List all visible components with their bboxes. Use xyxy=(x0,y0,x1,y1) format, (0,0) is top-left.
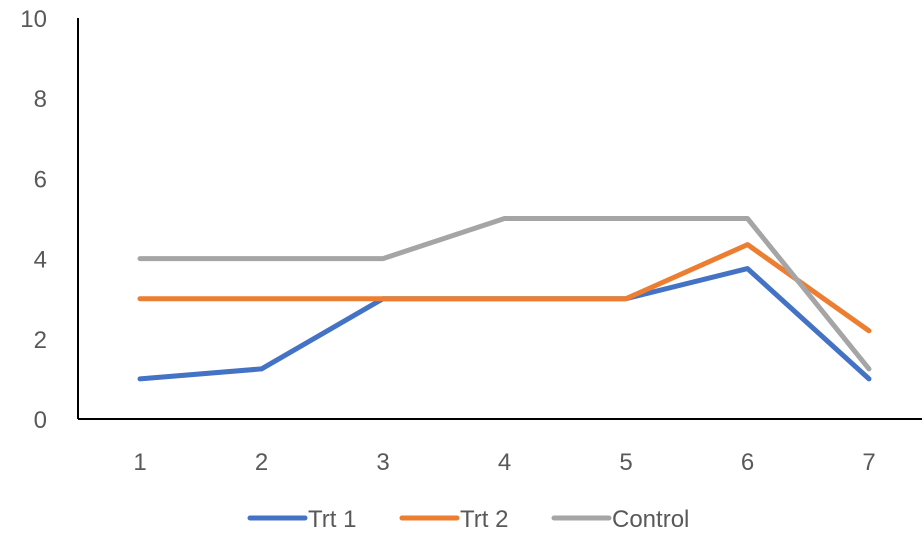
series-layer xyxy=(137,216,872,382)
legend-label: Trt 2 xyxy=(460,506,508,533)
x-tick-label: 4 xyxy=(498,449,511,476)
y-tick-label: 2 xyxy=(34,327,47,354)
x-tick-label: 1 xyxy=(133,449,146,476)
x-tick-label: 3 xyxy=(376,449,389,476)
x-tick-label: 5 xyxy=(619,449,632,476)
x-tick-label: 2 xyxy=(255,449,268,476)
x-tick-label: 7 xyxy=(862,449,875,476)
y-tick-label: 4 xyxy=(34,247,47,274)
series-line-3 xyxy=(137,216,872,372)
y-tick-label: 8 xyxy=(34,86,47,113)
legend-item-3: Control xyxy=(551,506,689,533)
series-line-2 xyxy=(137,242,872,334)
legend-label: Trt 1 xyxy=(308,506,356,533)
legend-item-1: Trt 1 xyxy=(247,506,356,533)
y-tick-label: 10 xyxy=(20,6,47,33)
y-tick-label: 0 xyxy=(34,407,47,434)
legend-label: Control xyxy=(612,506,689,533)
legend-item-2: Trt 2 xyxy=(399,506,508,533)
series-line-1 xyxy=(137,266,872,382)
x-tick-label: 6 xyxy=(741,449,754,476)
legend: Trt 1 Trt 2 Control xyxy=(247,506,689,533)
y-tick-label: 6 xyxy=(34,166,47,193)
